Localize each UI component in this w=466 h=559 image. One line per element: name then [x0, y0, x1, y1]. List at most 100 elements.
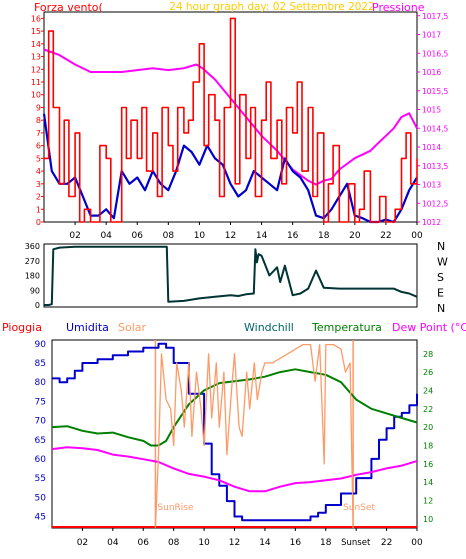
wind-x-tick-label: 10: [194, 231, 206, 241]
direction-y-tick-label: 360: [25, 242, 40, 251]
wind-y-tick-label: 15: [31, 27, 41, 36]
direction-y-tick-label: 90: [30, 286, 40, 295]
temp-y-tick-label: 28: [423, 350, 433, 359]
humidity-y-tick-label: 55: [35, 474, 46, 484]
pressure-y-tick-label: 1013,5: [422, 162, 448, 171]
wind-x-tick-label: 02: [69, 231, 80, 241]
legend-label: Pioggia: [2, 321, 42, 334]
wind-y-tick-label: 2: [36, 193, 41, 202]
humidity-y-tick-label: 45: [35, 512, 46, 522]
pressure-y-tick-label: 1017,5: [422, 12, 448, 21]
wind-y-tick-label: 6: [36, 142, 41, 151]
legend-label: Windchill: [244, 321, 294, 334]
pressure-y-tick-label: 1013: [422, 181, 441, 190]
wind-x-tick-label: 18: [318, 231, 330, 241]
sunrise-label: SunRise: [157, 503, 194, 513]
pressure-y-tick-label: 1017: [422, 31, 441, 40]
temp-y-tick-label: 18: [423, 441, 433, 450]
direction-compass-label: W: [437, 256, 448, 269]
pressure-y-tick-label: 1014: [422, 143, 441, 152]
pressure-y-tick-label: 1016,5: [422, 49, 448, 58]
temp-plot-frame: [51, 339, 418, 529]
sunset-axis-label: Sunset: [341, 538, 371, 548]
temp-x-tick-label: 00: [411, 538, 423, 548]
wind-y-tick-label: 16: [31, 14, 41, 23]
temp-y-tick-label: 14: [423, 478, 433, 487]
dewpoint-line: [51, 446, 418, 493]
direction-compass-label: N: [437, 240, 445, 253]
wind-x-tick-label: 00: [411, 231, 423, 241]
humidity-line: [52, 342, 418, 522]
pressure-y-tick-label: 1016: [422, 68, 441, 77]
pressure-y-tick-label: 1014,5: [422, 124, 448, 133]
pressure-y-tick-label: 1015: [422, 106, 441, 115]
temp-y-tick-label: 26: [423, 368, 433, 377]
humidity-y-tick-label: 90: [35, 340, 47, 350]
temp-x-tick-label: 22: [381, 538, 392, 548]
legend-label: Umidita: [66, 321, 109, 334]
wind-y-tick-label: 8: [36, 116, 41, 125]
sunset-label: SunSet: [343, 503, 375, 513]
wind-y-tick-label: 4: [36, 167, 41, 176]
temp-x-tick-label: 12: [229, 538, 240, 548]
wind-y-tick-label: 9: [36, 103, 41, 112]
temp-x-tick-label: 06: [138, 538, 150, 548]
direction-y-tick-label: 0: [35, 301, 40, 310]
legend-label: Dew Point (°C): [392, 321, 466, 334]
humidity-y-tick-label: 80: [35, 378, 47, 388]
wind-x-tick-label: 14: [256, 231, 268, 241]
wind-y-tick-label: 3: [36, 180, 41, 189]
legend-label: Solar: [118, 321, 147, 334]
temp-x-tick-label: 04: [107, 538, 119, 548]
wind-y-tick-label: 0: [36, 218, 41, 227]
wind-y-tick-label: 1: [36, 205, 41, 214]
wind-y-tick-label: 10: [31, 91, 41, 100]
pressure-axis-label: Pressione: [372, 1, 425, 14]
humidity-y-tick-label: 60: [35, 455, 47, 465]
temp-y-tick-label: 16: [423, 460, 433, 469]
pressure-y-tick-label: 1012,5: [422, 199, 448, 208]
wind-y-tick-label: 7: [36, 129, 41, 138]
legend-label: Temperatura: [311, 321, 382, 334]
temp-x-tick-label: 08: [168, 538, 180, 548]
humidity-y-tick-label: 50: [35, 493, 47, 503]
solar-line: [154, 343, 354, 529]
wind-y-tick-label: 12: [31, 65, 41, 74]
humidity-y-tick-label: 65: [35, 436, 46, 446]
wind-axis-label: Forza vento(: [34, 1, 103, 14]
direction-y-tick-label: 270: [25, 257, 40, 266]
wind-y-tick-label: 13: [31, 53, 41, 62]
wind-y-tick-label: 11: [31, 78, 41, 87]
direction-line: [44, 245, 418, 306]
temp-x-tick-label: 10: [198, 538, 210, 548]
temp-y-tick-label: 22: [423, 405, 433, 414]
temp-x-tick-label: 16: [290, 538, 302, 548]
temp-x-tick-label: 18: [320, 538, 332, 548]
wind-gust-line: [44, 17, 418, 223]
wind-x-tick-label: 16: [287, 231, 299, 241]
direction-compass-label: S: [437, 271, 444, 284]
humidity-y-tick-label: 70: [35, 417, 47, 427]
temp-x-tick-label: 02: [77, 538, 88, 548]
pressure-y-tick-label: 1012: [422, 218, 441, 227]
direction-compass-label: E: [437, 287, 444, 300]
temp-x-tick-label: 14: [259, 538, 271, 548]
wind-x-tick-label: 08: [163, 231, 175, 241]
wind-x-tick-label: 22: [380, 231, 391, 241]
direction-compass-label: N: [437, 302, 445, 315]
temp-y-tick-label: 10: [423, 515, 433, 524]
wind-x-tick-label: 06: [132, 231, 144, 241]
pressure-y-tick-label: 1015,5: [422, 87, 448, 96]
wind-y-tick-label: 14: [31, 40, 41, 49]
temp-y-tick-label: 20: [423, 423, 433, 432]
wind-x-tick-label: 20: [349, 231, 361, 241]
temp-y-tick-label: 12: [423, 496, 433, 505]
direction-plot-frame: [43, 243, 418, 308]
humidity-y-tick-label: 75: [35, 397, 46, 407]
wind-x-tick-label: 04: [100, 231, 112, 241]
humidity-y-tick-label: 85: [35, 359, 46, 369]
temp-y-tick-label: 24: [423, 386, 433, 395]
direction-y-tick-label: 180: [25, 272, 40, 281]
